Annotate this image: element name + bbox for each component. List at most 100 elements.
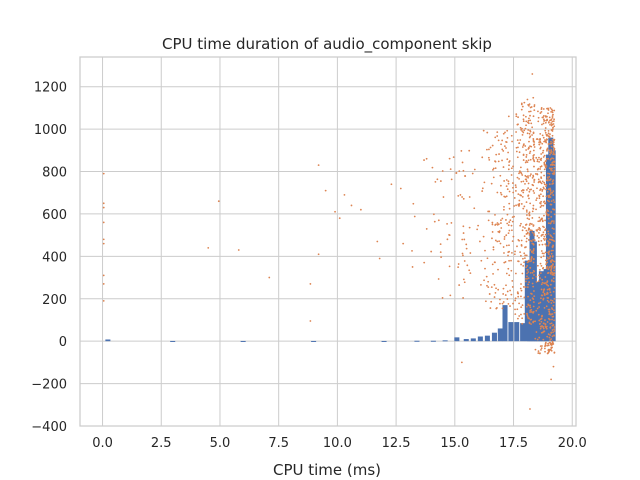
scatter-point (547, 157, 550, 160)
scatter-point (476, 228, 479, 231)
scatter-point (544, 325, 547, 328)
scatter-point (526, 315, 529, 318)
scatter-point (529, 158, 532, 161)
scatter-point (437, 278, 440, 280)
scatter-point (376, 240, 379, 243)
scatter-point (541, 252, 544, 255)
scatter-point (551, 191, 554, 194)
y-tick-label: −400 (31, 420, 67, 435)
scatter-point (496, 135, 499, 137)
scatter-point (532, 157, 534, 160)
scatter-point (522, 154, 525, 156)
scatter-point (511, 182, 514, 184)
scatter-point (446, 222, 448, 225)
scatter-point (505, 244, 508, 247)
scatter-point (468, 149, 471, 152)
scatter-point (537, 350, 540, 353)
scatter-point (507, 224, 510, 227)
scatter-point (550, 150, 553, 153)
scatter-point (541, 281, 544, 284)
scatter-point (508, 221, 511, 223)
scatter-point (491, 223, 494, 226)
scatter-point (545, 237, 548, 240)
scatter-point (522, 144, 525, 147)
scatter-point (525, 209, 528, 212)
scatter-point (450, 222, 453, 224)
scatter-point (546, 190, 549, 193)
scatter-point (542, 122, 545, 125)
scatter-point (529, 110, 532, 113)
scatter-point (517, 193, 520, 196)
scatter-point (553, 326, 556, 328)
scatter-point (487, 280, 490, 283)
scatter-point (546, 148, 549, 151)
scatter-point (534, 320, 537, 323)
scatter-point (523, 257, 526, 260)
scatter-point (536, 338, 539, 341)
scatter-point (540, 200, 543, 203)
scatter-point (522, 118, 525, 121)
scatter-point (552, 157, 555, 160)
scatter-point (484, 249, 486, 252)
scatter-point (517, 123, 519, 126)
scatter-point (542, 116, 544, 119)
scatter-point (462, 225, 465, 228)
scatter-point (536, 160, 539, 163)
scatter-point (102, 202, 105, 205)
scatter-point (526, 314, 529, 317)
scatter-point (540, 283, 543, 286)
x-tick-label: 5.0 (210, 436, 231, 451)
scatter-point (461, 196, 464, 198)
scatter-point (268, 276, 271, 279)
scatter-point (531, 217, 534, 219)
scatter-point (533, 239, 536, 242)
scatter-point (544, 350, 546, 353)
scatter-point (548, 200, 550, 203)
scatter-point (542, 327, 545, 330)
scatter-point (495, 287, 497, 290)
scatter-point (549, 189, 552, 191)
scatter-point (548, 121, 550, 123)
scatter-point (509, 219, 512, 222)
scatter-point (532, 250, 535, 252)
scatter-point (507, 254, 509, 257)
scatter-point (550, 349, 553, 352)
scatter-point (516, 245, 518, 248)
scatter-point (526, 232, 529, 235)
scatter-point (516, 139, 519, 142)
scatter-point (520, 306, 523, 309)
scatter-point (537, 120, 540, 123)
scatter-point (540, 110, 543, 113)
scatter-point (551, 161, 554, 164)
scatter-point (525, 153, 528, 156)
scatter-point (543, 200, 546, 203)
scatter-point (539, 262, 542, 265)
scatter-point (537, 178, 540, 181)
scatter-point (548, 266, 551, 269)
scatter-point (540, 288, 543, 291)
scatter-point (545, 267, 548, 270)
scatter-point (510, 269, 513, 272)
scatter-point (462, 197, 465, 200)
scatter-point (525, 254, 528, 257)
scatter-point (533, 270, 536, 273)
scatter-point (497, 160, 500, 163)
scatter-point (551, 172, 554, 175)
scatter-point (524, 161, 527, 164)
scatter-point (520, 239, 523, 242)
scatter-point (507, 251, 510, 254)
scatter-point (505, 185, 508, 188)
scatter-point (540, 294, 543, 297)
scatter-point (540, 182, 543, 185)
scatter-point (511, 216, 514, 219)
scatter-point (532, 247, 535, 250)
x-axis-label: CPU time (ms) (273, 461, 381, 479)
scatter-point (552, 304, 555, 307)
scatter-point (527, 277, 530, 280)
scatter-point (437, 219, 440, 222)
scatter-point (545, 115, 547, 118)
scatter-point (493, 283, 496, 286)
scatter-point (529, 304, 532, 307)
scatter-point (550, 252, 553, 255)
scatter-point (528, 234, 531, 236)
